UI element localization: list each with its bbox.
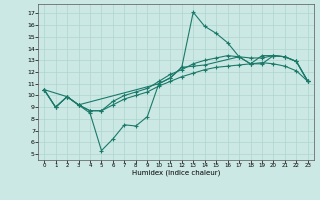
X-axis label: Humidex (Indice chaleur): Humidex (Indice chaleur) <box>132 170 220 176</box>
